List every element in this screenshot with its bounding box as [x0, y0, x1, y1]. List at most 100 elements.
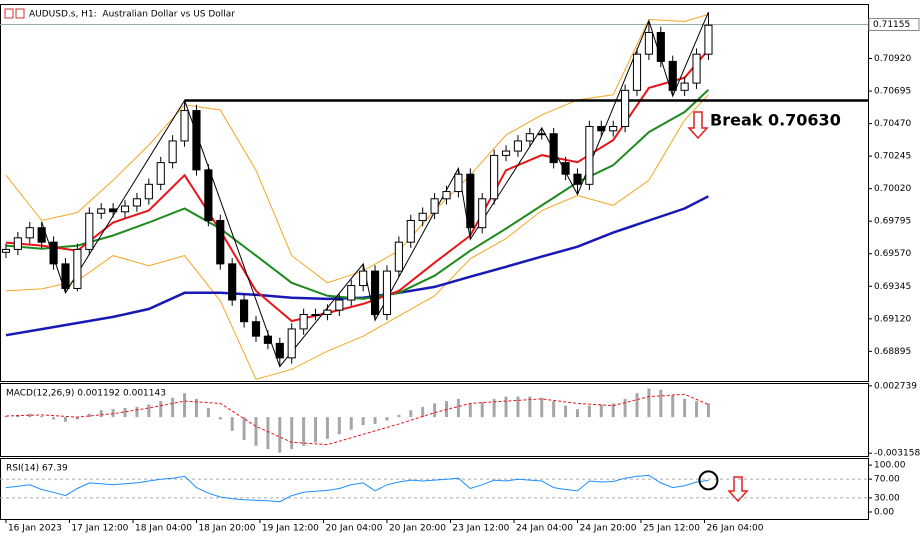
candle-body — [692, 53, 701, 84]
candle-body — [13, 237, 22, 250]
macd-bar — [135, 406, 139, 418]
macd-bar — [28, 413, 32, 418]
macd-bar — [4, 416, 8, 418]
macd-bar — [468, 403, 472, 418]
x-tick-label: 25 Jan 12:00 — [643, 524, 700, 534]
icon — [15, 8, 25, 19]
candle-body — [120, 205, 130, 213]
candle-body — [287, 328, 296, 359]
current-price-box — [868, 18, 920, 32]
candle-body — [632, 53, 642, 91]
candle-body — [394, 241, 403, 272]
macd-bar — [635, 393, 639, 418]
candle-body — [704, 24, 713, 55]
macd-bar — [659, 389, 663, 418]
x-tick-label: 16 Jan 2023 — [8, 524, 62, 534]
macd-bar — [361, 417, 365, 426]
candle-body — [406, 219, 415, 243]
candle-body — [454, 173, 463, 193]
y-tick-label: 30.00 — [874, 493, 900, 503]
rsi-line — [5, 474, 709, 503]
y-tick-label: 0.68895 — [874, 347, 911, 357]
highlight-circle — [698, 470, 719, 491]
candle-body — [61, 263, 70, 289]
macd-bar — [302, 417, 306, 446]
candle-body — [347, 285, 356, 301]
rsi-title: RSI(14) 67.39 — [6, 464, 68, 474]
macd-bar — [40, 416, 44, 418]
annotation: Break 0.70630 — [710, 111, 841, 130]
x-tick-label: 19 Jan 12:00 — [262, 524, 319, 534]
candle-body — [323, 309, 332, 315]
candle-body — [204, 169, 213, 221]
candle-body — [549, 133, 558, 164]
candle-body — [49, 241, 58, 265]
macd-bar — [647, 388, 651, 418]
macd-bar — [230, 417, 234, 431]
candle-body — [442, 191, 451, 200]
candle-body — [180, 110, 189, 142]
macd-bar — [290, 417, 294, 450]
candle-body — [109, 208, 118, 213]
candle-body — [156, 162, 165, 185]
macd-bar — [528, 396, 532, 418]
y-tick-label: 0.69795 — [874, 217, 911, 227]
macd-bar — [456, 398, 460, 418]
main-panel-frame — [0, 4, 869, 382]
x-tick-label: 23 Jan 12:00 — [452, 524, 509, 534]
macd-bar — [206, 408, 210, 418]
candle-body — [680, 82, 689, 91]
macd-bar — [99, 410, 103, 418]
candle-body — [263, 335, 272, 344]
candle-body — [585, 125, 594, 185]
candle-body — [621, 89, 630, 127]
candle-body — [513, 140, 523, 152]
x-tick-label: 20 Jan 04:00 — [326, 524, 383, 534]
indicator-line — [5, 195, 709, 337]
candle-body — [25, 227, 34, 239]
indicator-line — [5, 94, 709, 380]
candle-body — [466, 173, 475, 229]
macd-bar — [123, 408, 127, 418]
y-tick-label: 100.00 — [874, 461, 906, 471]
macd-bar — [147, 404, 151, 418]
candle-body — [73, 248, 82, 289]
candle-body — [216, 219, 225, 265]
candle-body — [97, 208, 106, 214]
y-tick-label: 0.69120 — [874, 314, 911, 324]
candle-body — [168, 140, 177, 164]
candle-body — [490, 154, 499, 200]
macd-bar — [349, 417, 353, 430]
y-tick-label: -0.003158 — [874, 449, 920, 459]
macd-bar — [337, 417, 341, 435]
rsi-panel-frame — [0, 458, 869, 520]
macd-bar — [409, 410, 413, 418]
candle-body — [144, 183, 153, 200]
macd-panel-frame — [0, 383, 869, 457]
macd-bar — [564, 405, 568, 418]
macd-bar — [587, 405, 591, 418]
macd-bar — [516, 396, 520, 418]
candle-body — [382, 270, 392, 315]
macd-bar — [385, 417, 389, 421]
macd-bar — [540, 397, 544, 418]
candle-body — [418, 212, 427, 221]
macd-bar — [183, 393, 187, 418]
candle-body — [478, 198, 487, 229]
chart-title: AUDUSD.s, H1: Australian Dollar vs US Do… — [29, 10, 235, 20]
candle-body — [359, 270, 368, 287]
candle-body — [430, 198, 439, 214]
candle-body — [228, 263, 237, 301]
macd-bar — [254, 417, 258, 446]
candle-body — [644, 31, 653, 55]
macd-bar — [623, 398, 627, 418]
macd-bar — [159, 401, 163, 418]
candle-body — [609, 125, 618, 132]
macd-bar — [492, 398, 496, 418]
candle-body — [132, 198, 141, 207]
candle-body — [370, 270, 380, 315]
down-arrow — [687, 111, 709, 140]
candle-body — [597, 125, 606, 132]
candle-body — [311, 313, 320, 316]
